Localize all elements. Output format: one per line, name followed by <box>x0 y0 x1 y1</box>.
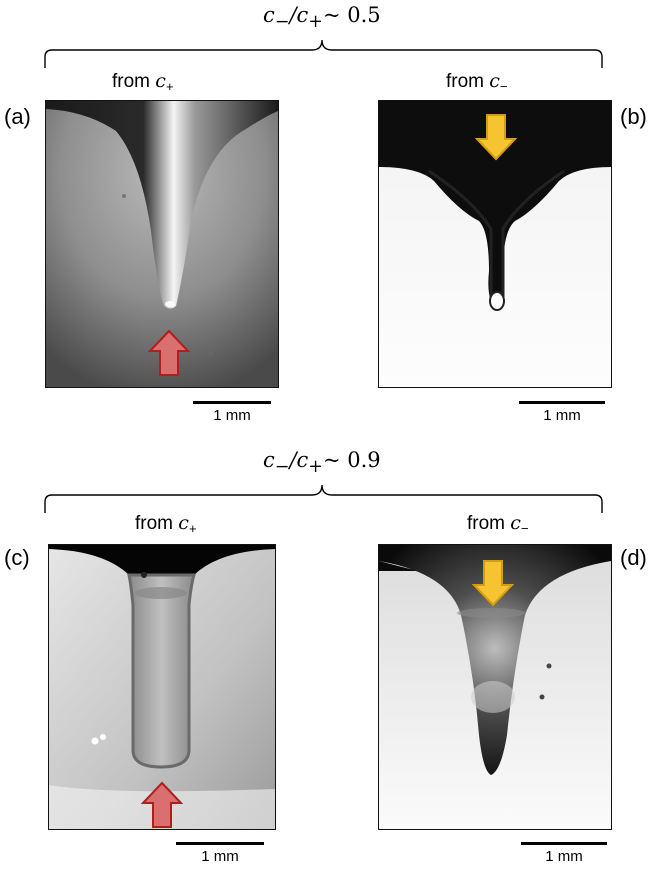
yellow-arrow-icon-d <box>472 560 514 607</box>
bottom-brace <box>44 484 603 513</box>
from-label-c: from c+ <box>135 512 197 536</box>
panel-a-label: (a) <box>4 104 31 129</box>
panel-d-label: (d) <box>620 545 647 570</box>
red-arrow-icon-c <box>141 781 183 828</box>
from-label-a: from c+ <box>112 70 174 94</box>
panel-c-label: (c) <box>4 545 30 570</box>
from-label-d: from c− <box>467 512 529 536</box>
top-brace <box>44 39 603 68</box>
from-label-b: from c− <box>446 70 508 94</box>
panel-d-image <box>378 544 612 830</box>
bottom-ratio-label: c−/c+~ 0.9 <box>263 448 381 478</box>
panel-c-image <box>48 544 276 830</box>
yellow-arrow-icon-b <box>475 114 517 161</box>
panel-b-image <box>378 100 612 388</box>
top-ratio-label: c−/c+~ 0.5 <box>263 3 381 33</box>
panel-a-image <box>45 100 279 388</box>
panel-b-label: (b) <box>620 104 647 129</box>
red-arrow-icon-a <box>148 329 190 376</box>
